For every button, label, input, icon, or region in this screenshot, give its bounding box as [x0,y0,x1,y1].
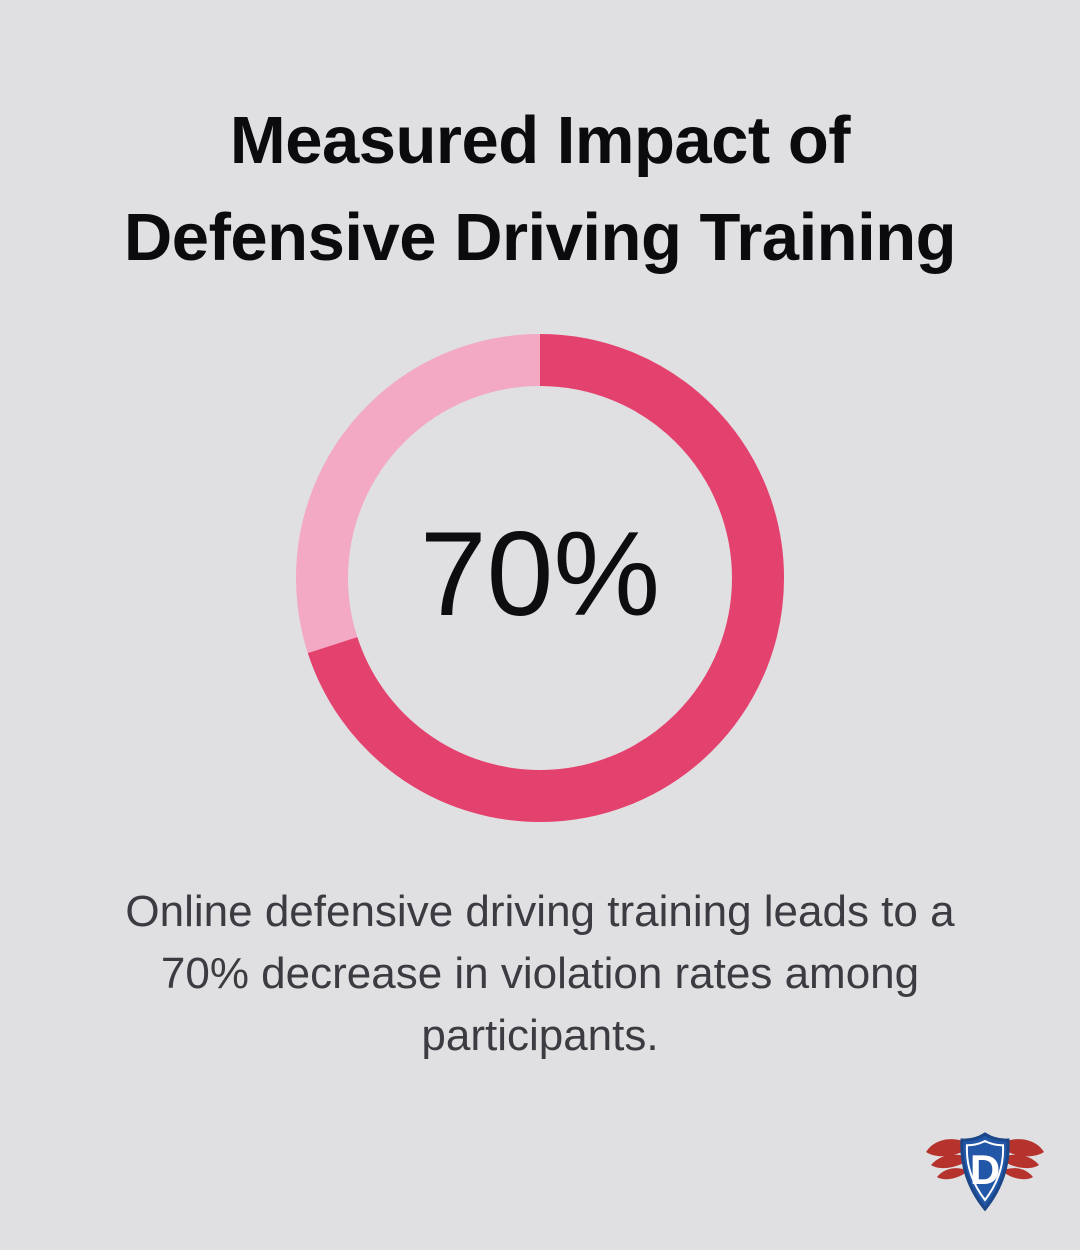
donut-center-value: 70% [419,506,661,641]
donut-chart: 70% [296,334,784,822]
brand-logo: D [918,1128,1052,1233]
caption: Online defensive driving training leads … [40,881,1040,1067]
donut-segment [296,334,784,822]
caption-line-2: 70% decrease in violation rates among [160,949,920,998]
donut-chart-svg [296,334,784,822]
logo-letter: D [970,1146,1000,1193]
shield-icon [960,1132,1010,1212]
caption-line-1: Online defensive driving training leads … [125,887,955,936]
title-line-1: Measured Impact of [229,103,851,178]
page-title: Measured Impact of Defensive Driving Tra… [0,92,1080,286]
winged-shield-logo-icon: D [926,1132,1044,1212]
shield-inner-outline [965,1139,1005,1202]
caption-line-3: participants. [421,1011,659,1060]
title-line-2: Defensive Driving Training [123,200,957,275]
